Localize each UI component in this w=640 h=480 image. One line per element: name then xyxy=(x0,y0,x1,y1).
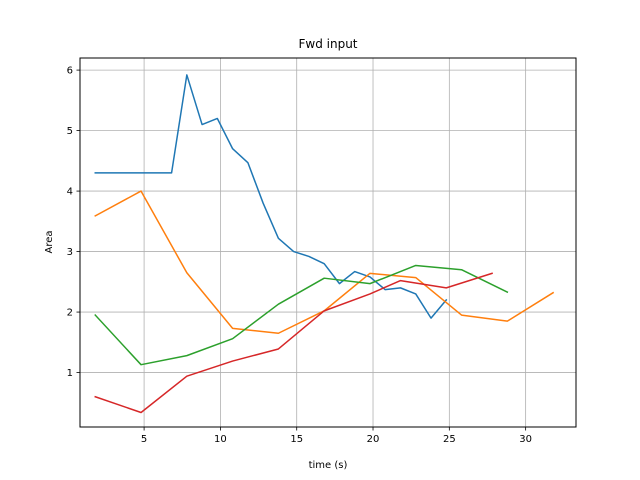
axis-ticks: 5 10 15 20 25 30 1 2 3 4 5 6 xyxy=(67,66,532,445)
y-tick-label: 1 xyxy=(67,368,73,379)
x-tick-label: 15 xyxy=(290,434,303,445)
series-line-4 xyxy=(94,272,494,414)
x-tick-label: 5 xyxy=(141,434,147,445)
chart-title: Fwd input xyxy=(298,37,357,51)
y-tick-label: 2 xyxy=(67,308,73,319)
x-tick-label: 10 xyxy=(214,434,227,445)
y-tick-label: 3 xyxy=(67,247,73,258)
x-tick-label: 20 xyxy=(367,434,380,445)
y-tick-label: 6 xyxy=(67,66,73,77)
y-tick-label: 4 xyxy=(67,187,73,198)
x-tick-label: 30 xyxy=(519,434,532,445)
y-axis-label: Area xyxy=(44,230,55,253)
series-line-1 xyxy=(94,74,448,319)
series-layer xyxy=(94,74,555,414)
grid-lines xyxy=(80,58,576,427)
x-tick-label: 25 xyxy=(443,434,456,445)
x-axis-label: time (s) xyxy=(309,460,348,471)
axes-frame xyxy=(79,57,577,428)
series-line-3 xyxy=(94,264,509,366)
y-tick-label: 5 xyxy=(67,126,73,137)
